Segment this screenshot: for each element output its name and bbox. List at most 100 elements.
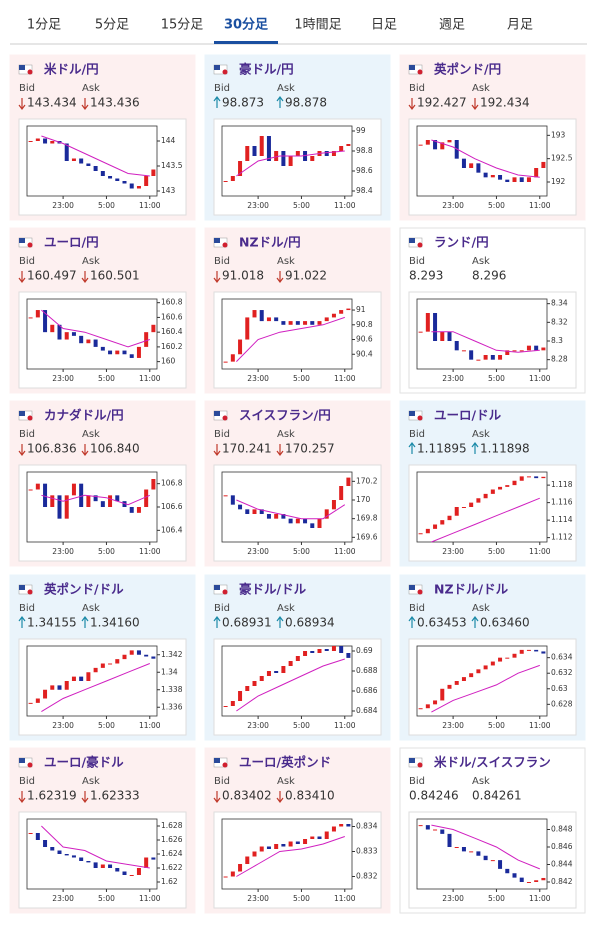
candle [505, 868, 510, 874]
pair-title[interactable]: 英ポンド/ドル [44, 582, 124, 597]
candle [519, 177, 524, 182]
candle [469, 851, 474, 853]
chart-box [18, 811, 187, 909]
candle [288, 321, 293, 325]
flag-icon [214, 238, 220, 243]
pair-title[interactable]: 豪ドル/ドル [239, 582, 307, 597]
candle [303, 839, 308, 844]
candle [151, 169, 156, 176]
candle [28, 702, 33, 704]
pair-title[interactable]: スイスフラン/円 [239, 408, 331, 423]
pair-title[interactable]: 米ドル/スイスフラン [433, 755, 551, 770]
candle [324, 317, 329, 322]
tab[interactable]: 月足 [507, 18, 533, 33]
candle [238, 161, 243, 176]
candle [526, 345, 531, 351]
plot-frame [221, 645, 353, 717]
candle [346, 144, 351, 146]
candle [331, 151, 336, 156]
x-tick-label: 23:00 [52, 201, 74, 210]
moving-average [41, 494, 150, 506]
x-tick-label: 23:00 [52, 547, 74, 556]
chart-box [18, 464, 187, 562]
bid-label: Bid [214, 83, 230, 94]
pair-title[interactable]: ランド/円 [434, 235, 489, 250]
pair-title[interactable]: ユーロ/英ポンド [239, 755, 331, 770]
flag-icon [417, 415, 423, 421]
pair-title[interactable]: 米ドル/円 [43, 62, 99, 77]
candle [57, 495, 62, 519]
y-tick-label: 98.6 [356, 166, 373, 175]
candle [433, 829, 438, 831]
direction-arrow [18, 797, 26, 803]
candle [223, 495, 228, 497]
candle [144, 489, 149, 507]
candle [512, 350, 517, 352]
candle [108, 495, 113, 507]
candle [295, 656, 300, 661]
bid-label: Bid [409, 776, 425, 787]
moving-average [41, 825, 150, 869]
tab[interactable]: 日足 [371, 18, 397, 33]
candle [136, 186, 141, 189]
bid-value: 192.427 [417, 96, 467, 110]
tab[interactable]: 1時間足 [294, 18, 341, 33]
candle [144, 176, 149, 186]
ask-value: 170.257 [285, 442, 335, 456]
y-tick-label: 192 [551, 177, 566, 186]
x-tick-label: 5:00 [98, 894, 115, 903]
pair-title[interactable]: ユーロ/豪ドル [44, 755, 124, 770]
y-tick-label: 90.4 [356, 349, 373, 358]
direction-arrow [81, 450, 89, 456]
y-tick-label: 8.28 [551, 355, 568, 364]
candle [115, 350, 120, 355]
moving-average [41, 135, 150, 177]
candle [238, 504, 243, 510]
candle [447, 833, 452, 847]
y-tick-label: 1.628 [161, 821, 183, 830]
tab[interactable]: 1分足 [27, 18, 61, 33]
y-tick-label: 160 [161, 357, 176, 366]
tab[interactable]: 5分足 [95, 18, 129, 33]
candle [310, 321, 315, 325]
candle [303, 151, 308, 161]
tab[interactable]: 15分足 [161, 18, 204, 33]
pair-title[interactable]: 豪ドル/円 [239, 62, 294, 77]
moving-average [236, 836, 345, 877]
moving-average [236, 150, 345, 177]
pair-title[interactable]: NZドル/円 [239, 235, 301, 250]
direction-arrow [81, 797, 89, 803]
candle [483, 855, 488, 861]
chart-box [213, 638, 382, 736]
candle [93, 166, 98, 171]
candle [252, 310, 257, 318]
y-tick-label: 160.8 [161, 298, 183, 307]
chart-box [18, 291, 187, 389]
x-tick-label: 11:00 [139, 374, 161, 383]
candle [108, 864, 113, 868]
x-tick-label: 11:00 [334, 374, 356, 383]
x-tick-label: 11:00 [139, 894, 161, 903]
candle [425, 140, 430, 145]
candle [151, 857, 156, 860]
plot-frame [221, 298, 353, 370]
candle [317, 321, 322, 325]
candle [252, 509, 257, 514]
tab[interactable]: 30分足 [224, 17, 269, 33]
pair-title[interactable]: NZドル/ドル [434, 582, 509, 597]
tab[interactable]: 週足 [439, 18, 465, 33]
chart-box [213, 811, 382, 909]
candle [93, 339, 98, 347]
pair-title[interactable]: ユーロ/ドル [434, 408, 502, 423]
candle [50, 685, 55, 690]
pair-title[interactable]: ユーロ/円 [44, 235, 99, 250]
plot-frame [221, 471, 353, 543]
candle [28, 317, 33, 319]
pair-title[interactable]: カナダドル/円 [44, 408, 124, 423]
flag-icon [417, 762, 423, 768]
candle [86, 861, 91, 863]
pair-title[interactable]: 英ポンド/円 [434, 62, 501, 77]
candle [86, 339, 91, 344]
candle [274, 514, 279, 519]
candle [136, 868, 141, 875]
